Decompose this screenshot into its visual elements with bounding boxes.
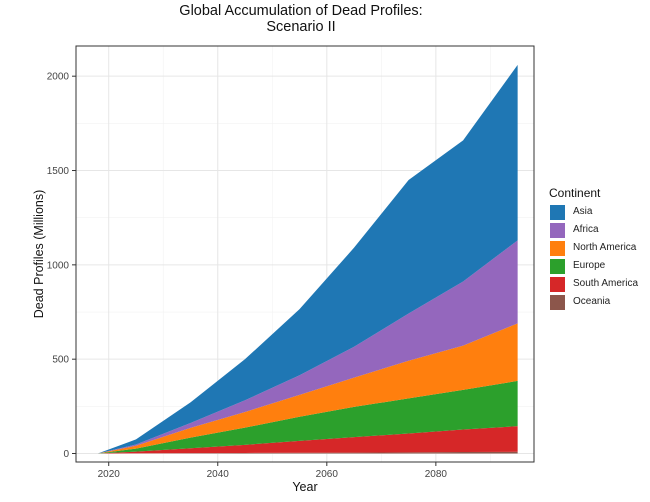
legend-swatch-south-america (549, 276, 566, 293)
area-oceania (97, 451, 518, 454)
y-tick-label: 1500 (47, 166, 70, 177)
x-axis-title: Year (292, 480, 317, 494)
legend-swatch-north-america (549, 240, 566, 257)
legend-item-africa: Africa (549, 222, 649, 240)
legend-label-europe: Europe (573, 260, 606, 271)
legend-swatch-asia (549, 204, 566, 221)
area-europe (97, 380, 518, 454)
chart-title: Global Accumulation of Dead Profiles: (179, 3, 423, 19)
axis-ticks: 2020 2040 2060 2080 0 500 1000 1500 2000 (47, 72, 448, 480)
legend-swatch-africa (549, 222, 566, 239)
legend-swatch-oceania (549, 294, 566, 311)
legend-label-south-america: South America (573, 278, 639, 289)
area-asia (97, 64, 518, 454)
x-tick-label: 2080 (425, 469, 448, 480)
area-south-america (97, 426, 518, 454)
legend-title: Continent (549, 186, 601, 200)
area-north-america (97, 323, 518, 454)
legend-item-north-america: North America (549, 240, 649, 258)
legend-label-asia: Asia (573, 206, 593, 217)
x-tick-label: 2060 (316, 469, 339, 480)
legend-item-asia: Asia (549, 204, 649, 222)
legend-item-oceania: Oceania (549, 294, 649, 312)
legend-swatch-europe (549, 258, 566, 275)
legend-label-north-america: North America (573, 242, 637, 253)
panel-border (75, 45, 535, 463)
x-tick-label: 2020 (98, 469, 121, 480)
legend-item-europe: Europe (549, 258, 649, 276)
stacked-areas (97, 64, 518, 454)
y-tick-label: 500 (52, 355, 69, 366)
y-axis-title: Dead Profiles (Millions) (32, 190, 46, 319)
x-tick-label: 2040 (207, 469, 230, 480)
legend-label-africa: Africa (573, 224, 599, 235)
y-tick-label: 1000 (47, 260, 70, 271)
y-tick-label: 0 (63, 449, 69, 460)
legend-item-south-america: South America (549, 276, 649, 294)
area-africa (97, 240, 518, 454)
y-tick-label: 2000 (47, 72, 70, 83)
chart-subtitle: Scenario II (266, 19, 336, 35)
legend: Asia Africa North America Europe South A… (549, 204, 649, 312)
legend-label-oceania: Oceania (573, 296, 611, 307)
